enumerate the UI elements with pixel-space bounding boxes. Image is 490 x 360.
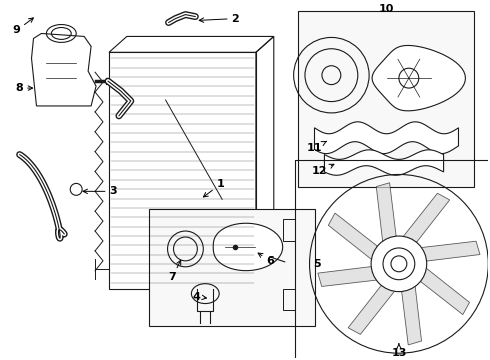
- Circle shape: [371, 236, 427, 292]
- Polygon shape: [421, 264, 469, 315]
- Text: 8: 8: [16, 83, 33, 93]
- Text: 3: 3: [83, 186, 117, 196]
- Polygon shape: [328, 213, 377, 264]
- Text: 12: 12: [312, 164, 334, 176]
- Text: 9: 9: [13, 18, 33, 36]
- Bar: [283, 219, 294, 241]
- Polygon shape: [376, 183, 396, 248]
- Text: 4: 4: [193, 292, 206, 302]
- Polygon shape: [372, 45, 466, 111]
- Text: 11: 11: [307, 141, 326, 153]
- Text: 10: 10: [378, 4, 393, 14]
- Text: 5: 5: [314, 259, 321, 269]
- Polygon shape: [415, 241, 480, 261]
- Polygon shape: [318, 267, 384, 287]
- Polygon shape: [402, 279, 421, 345]
- Text: 1: 1: [203, 179, 224, 197]
- Polygon shape: [213, 223, 283, 271]
- Polygon shape: [31, 33, 96, 106]
- Polygon shape: [399, 193, 450, 242]
- Polygon shape: [324, 150, 443, 175]
- Bar: [148, 209, 316, 327]
- Bar: [294, 159, 490, 360]
- Text: 13: 13: [391, 344, 407, 358]
- Text: 2: 2: [199, 14, 239, 23]
- Text: 6: 6: [258, 253, 274, 266]
- Text: 7: 7: [169, 260, 181, 282]
- Polygon shape: [315, 122, 459, 154]
- Polygon shape: [348, 286, 399, 334]
- Bar: [297, 11, 474, 187]
- Bar: [283, 289, 294, 310]
- Bar: [109, 52, 256, 289]
